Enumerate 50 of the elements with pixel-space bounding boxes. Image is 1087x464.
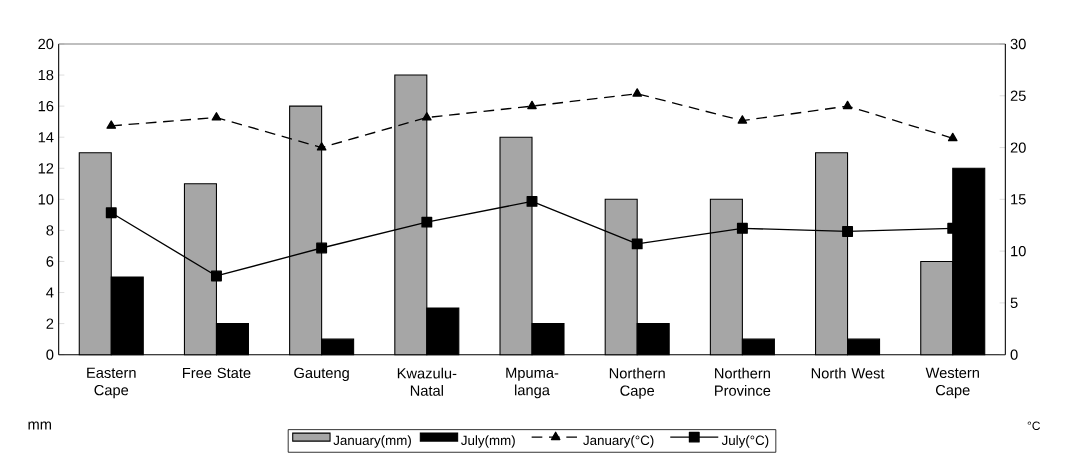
x-tick-label: Gauteng	[294, 367, 349, 382]
x-tick-label: Northern Province	[715, 367, 771, 396]
y-tick-label: 6	[46, 256, 54, 267]
legend-label: July(°C)	[721, 435, 769, 448]
y2-tick-label: 10	[1011, 245, 1026, 257]
point	[842, 225, 854, 237]
point	[527, 100, 537, 110]
y-tick-label: 20	[38, 38, 54, 50]
legend-label: January(mm)	[333, 435, 411, 448]
legend-label: July(mm)	[461, 435, 515, 448]
y-tick-label: 0	[46, 349, 54, 360]
x-tick-label: Mpuma-langa	[506, 367, 559, 399]
y2-tick-label: 5	[1010, 297, 1018, 309]
y-tick-label: 14	[38, 132, 54, 143]
point	[105, 207, 117, 219]
y2-tick-label: 30	[1010, 38, 1026, 50]
point	[316, 242, 328, 254]
x-tick-label: Western Cape	[925, 367, 979, 399]
x-tick-label: North West	[811, 367, 885, 379]
point	[316, 142, 327, 151]
y-tick-label: 12	[38, 163, 54, 174]
y2-tick-label: 25	[1010, 90, 1026, 101]
y-axis-title: mm	[28, 421, 51, 430]
point	[106, 120, 117, 129]
x-tick-label: Kwazulu-Natal	[397, 367, 457, 396]
x-tick-label: Eastern Cape	[87, 367, 136, 399]
y-tick-label: 10	[38, 194, 54, 205]
point	[631, 238, 643, 250]
point	[210, 270, 222, 282]
point	[842, 100, 853, 110]
x-tick-label: Northern Cape	[609, 367, 665, 399]
y2-axis-title: °C	[1027, 421, 1041, 431]
point	[737, 115, 748, 124]
point	[211, 112, 222, 121]
x-tick-label: Free State	[183, 367, 251, 379]
y-tick-label: 18	[38, 69, 54, 81]
y2-tick-label: 15	[1011, 194, 1026, 205]
y2-tick-label: 0	[1010, 349, 1018, 360]
legend-label: January(°C)	[583, 435, 654, 448]
y-tick-label: 8	[46, 225, 54, 236]
y-tick-label: 2	[46, 318, 54, 329]
point	[736, 222, 748, 234]
y-tick-label: 16	[38, 100, 54, 112]
point	[632, 88, 643, 97]
y2-tick-label: 20	[1010, 142, 1026, 153]
point	[526, 195, 538, 207]
y-tick-label: 4	[46, 287, 54, 298]
point	[947, 132, 958, 142]
point	[421, 216, 433, 228]
point	[422, 112, 432, 121]
